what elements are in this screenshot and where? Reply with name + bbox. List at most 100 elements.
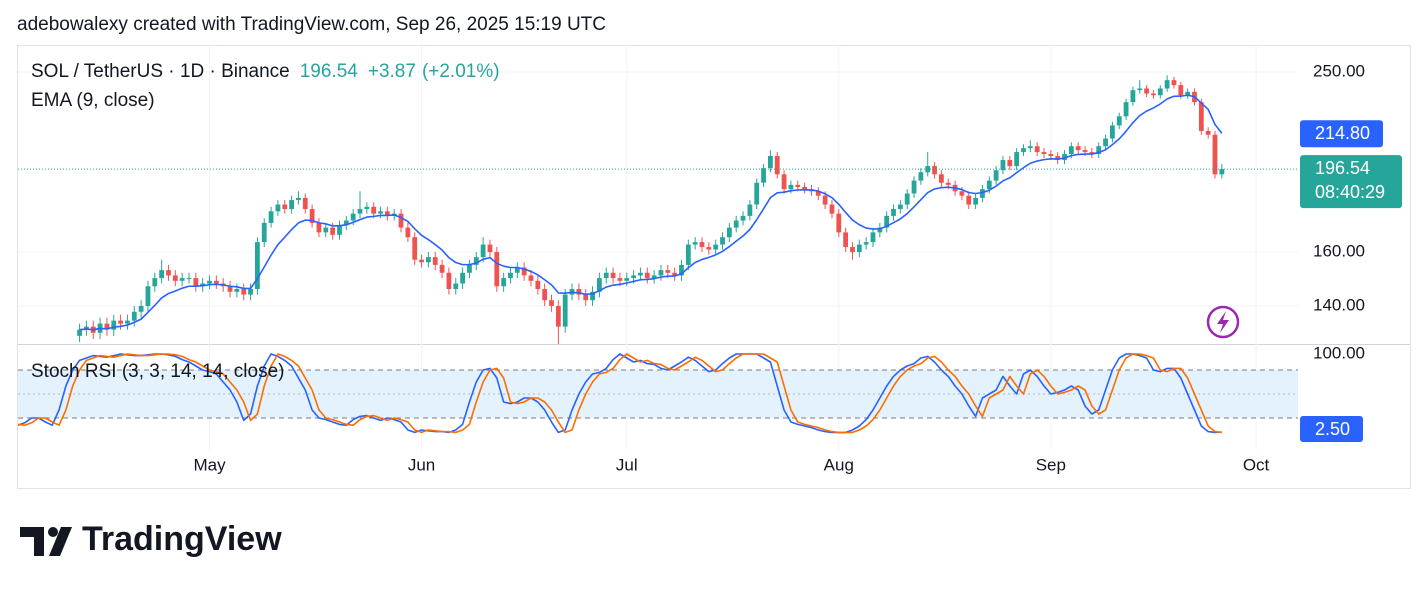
stoch-pane [18,353,1298,434]
candle-body [186,278,192,280]
candle-body [1185,91,1191,96]
candle-body [1000,160,1006,171]
legend-symbol: SOL / TetherUS · 1D · Binance [31,61,290,82]
candle-body [357,209,363,214]
footer-logo: TradingView [82,520,282,558]
candle-body [302,197,308,210]
x-tick-label: Aug [824,455,854,474]
candle-body [1007,160,1013,167]
ema-tag-label: 214.80 [1315,123,1370,143]
candle-body [1089,152,1095,155]
candle-body [111,320,117,330]
candle-body [426,257,431,263]
candle-body [1212,134,1218,175]
candle-body [200,283,206,287]
candle-body [1096,146,1102,155]
legend-price: 196.54 [300,61,359,82]
candle-body [603,272,609,279]
last-price-tag-label: 196.54 [1315,158,1370,178]
overlay: May Jun Jul Aug Sep Oct 140.00 160.00 250.00 196.… [18,61,1402,474]
candle-body [1123,102,1129,117]
candle-body [1062,154,1067,161]
candle-body [1082,150,1088,153]
candle-body [179,278,185,281]
candle-body [350,213,356,221]
candle-body [788,184,794,190]
candle-body [555,305,561,327]
candle-body [781,174,787,190]
candle-body [364,206,370,210]
candle-body [296,197,301,201]
candle-body [131,311,137,321]
candle-body [241,289,247,295]
candle-body [1198,102,1204,131]
candle-body [316,222,322,233]
candle-body [234,289,240,292]
stoch-line [18,353,1222,434]
candle-body [487,244,493,253]
candle-body [884,215,890,228]
candle-body [439,264,445,273]
candle-body [932,166,937,175]
candle-body [453,283,459,290]
candle-body [631,275,636,279]
candle-body [815,191,821,196]
candle-body [1075,146,1081,151]
candle-body [118,320,123,324]
x-tick-label: May [193,455,226,474]
candle-body [911,180,917,194]
candle-body [1178,85,1184,96]
candle-body [378,211,383,214]
ema-tag [1300,120,1383,148]
candle-body [1034,146,1040,153]
candle-body [1205,130,1211,135]
countdown-label: 08:40:29 [1315,182,1385,202]
y-tick-label: 140.00 [1313,295,1365,314]
candle-body [125,320,130,324]
candle-body [624,278,630,281]
candle-body [754,182,760,205]
x-tick-label: Sep [1036,455,1066,474]
candle-body [870,232,876,243]
legend-indicator: EMA (9, close) [31,90,155,111]
candle-body [644,272,650,279]
candle-body [665,270,671,273]
candle-body [877,227,883,233]
candle-body [672,272,678,276]
x-tick-label: Jul [616,455,638,474]
candle-body [597,278,602,292]
candle-body [576,289,582,295]
candle-body [323,227,329,233]
candle-body [275,204,281,212]
candle-body [706,247,712,250]
candle-body [343,220,349,226]
candle-body [1014,152,1020,167]
candle-body [590,291,595,301]
candle-body [528,275,534,281]
price-pane [77,75,1225,344]
candle-body [774,156,780,175]
candle-body [480,244,486,258]
candle-body [1164,80,1170,89]
legend-change: +3.87 [368,61,416,82]
candle-body [1144,88,1149,94]
flash-icon [1206,305,1240,339]
candle-body [77,329,82,336]
candle-body [891,209,896,216]
candle-body [980,189,985,198]
candle-body [843,232,849,248]
stoch-tag-label: 2.50 [1315,419,1350,439]
candle-body [268,211,274,223]
candle-body [467,264,472,273]
ema-line [79,94,1223,331]
candle-body [1130,90,1136,103]
candle-body [172,275,178,281]
candle-body [939,174,944,183]
candle-body [255,242,260,290]
candle-body [856,244,862,253]
candle-body [514,267,520,273]
candle-body [166,270,171,276]
